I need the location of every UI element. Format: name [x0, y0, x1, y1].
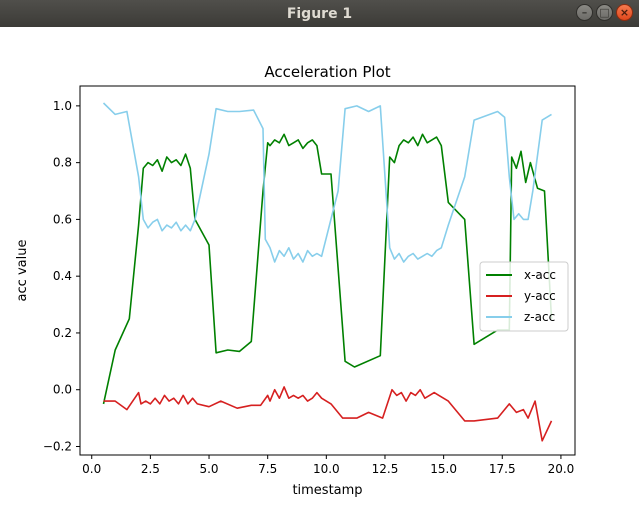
close-button[interactable]: ×	[616, 4, 633, 21]
x-axis-label: timestamp	[292, 483, 362, 498]
y-tick-label: 0.0	[53, 383, 72, 397]
maximize-button[interactable]: □	[596, 4, 613, 21]
x-tick-label: 2.5	[141, 462, 160, 476]
legend: x-acc y-acc z-acc	[479, 261, 569, 332]
y-tick-label: 1.0	[53, 99, 72, 113]
chart-title: Acceleration Plot	[264, 63, 390, 81]
x-tick-label: 10.0	[313, 462, 340, 476]
x-ticks: 0.0 2.5 5.0 7.5 10.0 12.5 15.0 17.5 20.0	[82, 455, 574, 476]
legend-label: z-acc	[524, 310, 555, 324]
y-tick-label: −0.2	[43, 439, 72, 453]
x-tick-label: 12.5	[372, 462, 399, 476]
y-tick-label: 0.8	[53, 156, 72, 170]
y-tick-label: 0.6	[53, 212, 72, 226]
y-tick-label: 0.4	[53, 269, 72, 283]
x-tick-label: 17.5	[489, 462, 516, 476]
y-axis-label: acc value	[15, 240, 30, 302]
window-titlebar[interactable]: Figure 1 – □ ×	[0, 0, 639, 27]
maximize-icon: □	[599, 6, 610, 19]
close-icon: ×	[619, 6, 630, 19]
series-line-z-acc	[102, 102, 552, 263]
x-tick-label: 20.0	[548, 462, 575, 476]
x-tick-label: 7.5	[258, 462, 277, 476]
series-line-y-acc	[103, 386, 553, 442]
acceleration-chart: 0.0 2.5 5.0 7.5 10.0 12.5 15.0 17.5 20.0 −0.2 0.0…	[15, 63, 576, 498]
series-line-x-acc	[102, 133, 553, 405]
legend-label: x-acc	[524, 268, 556, 282]
x-tick-label: 5.0	[199, 462, 218, 476]
axes-frame	[79, 85, 576, 456]
series-layer	[102, 102, 553, 442]
window-title: Figure 1	[286, 5, 353, 22]
minimize-button[interactable]: –	[576, 4, 593, 21]
minimize-icon: –	[581, 6, 588, 19]
legend-label: y-acc	[524, 289, 556, 303]
y-tick-label: 0.2	[53, 326, 72, 340]
legend-box	[479, 261, 569, 332]
y-ticks: −0.2 0.0 0.2 0.4 0.6 0.8 1.0	[43, 99, 80, 453]
x-tick-label: 0.0	[82, 462, 101, 476]
x-tick-label: 15.0	[430, 462, 457, 476]
